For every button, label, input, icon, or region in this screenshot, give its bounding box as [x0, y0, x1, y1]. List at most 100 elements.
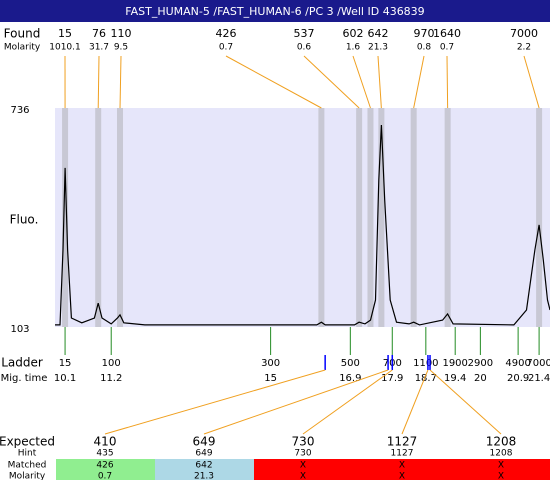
peak-band — [444, 108, 451, 327]
expected-connector — [203, 369, 389, 435]
ladder-label: Ladder — [1, 356, 43, 370]
expected-hint: 730 — [294, 449, 311, 459]
match-cell — [155, 459, 254, 480]
peak-connector — [225, 55, 322, 109]
trace — [55, 124, 550, 326]
ladder-time: 17.9 — [381, 373, 403, 384]
expected-molarity: X — [300, 472, 306, 480]
found-size: 15 — [58, 27, 72, 40]
peak-connector — [413, 55, 425, 109]
peak-connector — [119, 55, 122, 109]
mig-time-label: Mig. time — [1, 373, 48, 384]
ladder-size: 15 — [59, 358, 72, 369]
ladder-time: 15 — [264, 373, 277, 384]
found-size: 76 — [92, 27, 106, 40]
peak-band — [318, 108, 325, 327]
peak-band — [410, 108, 417, 327]
found-molarity: 21.3 — [368, 43, 388, 53]
molarity-label: Molarity — [4, 43, 41, 53]
ladder-time: 20 — [474, 373, 487, 384]
match-cell — [56, 459, 155, 480]
ladder-size: 4900 — [505, 358, 530, 369]
y-axis-label: Fluo. — [10, 213, 39, 227]
row-label: Hint — [18, 449, 37, 459]
found-molarity: 0.7 — [219, 43, 233, 53]
y-tick-label: 736 — [10, 105, 29, 116]
peak-band — [536, 108, 543, 327]
found-molarity: 0.7 — [440, 43, 454, 53]
title-bar — [0, 0, 550, 22]
ladder-size: 2900 — [468, 358, 493, 369]
expected-molarity: 21.3 — [194, 472, 214, 480]
peak-band — [378, 108, 385, 327]
row-label: Expected — [0, 435, 55, 449]
peak-connector — [377, 55, 382, 109]
peak-connector — [303, 55, 360, 109]
expected-hint: 649 — [195, 449, 212, 459]
expected-expected: 730 — [292, 435, 315, 449]
found-molarity: 1.6 — [346, 43, 361, 53]
ladder-size: 100 — [102, 358, 121, 369]
found-molarity: 1010.1 — [49, 43, 81, 53]
found-molarity: 2.2 — [517, 43, 531, 53]
peak-connector — [352, 55, 371, 109]
found-size: 1640 — [433, 27, 461, 40]
expected-connector — [302, 369, 393, 435]
found-label: Found — [4, 27, 41, 41]
expected-matched: X — [399, 461, 405, 471]
ladder-size: 300 — [261, 358, 280, 369]
expected-hint: 1208 — [490, 449, 513, 459]
expected-expected: 410 — [94, 435, 117, 449]
y-tick-label: 103 — [10, 324, 29, 335]
expected-connector — [429, 369, 502, 435]
found-size: 970 — [414, 27, 435, 40]
ladder-size: 500 — [341, 358, 360, 369]
found-size: 537 — [294, 27, 315, 40]
ladder-time: 16.9 — [339, 373, 361, 384]
match-cell — [452, 459, 550, 480]
peak-band — [356, 108, 363, 327]
expected-matched: X — [300, 461, 306, 471]
row-label: Matched — [8, 461, 47, 471]
expected-expected: 1208 — [486, 435, 517, 449]
peak-connector — [97, 55, 100, 109]
title: FAST_HUMAN-5 /FAST_HUMAN-6 /PC 3 /Well I… — [125, 5, 424, 18]
expected-molarity: X — [498, 472, 504, 480]
ladder-time: 21.4 — [528, 373, 550, 384]
found-size: 110 — [111, 27, 132, 40]
ladder-size: 1900 — [442, 358, 467, 369]
peak-band — [367, 108, 374, 327]
plot-area — [55, 108, 550, 327]
expected-expected: 1127 — [387, 435, 418, 449]
ladder-time: 20.9 — [507, 373, 529, 384]
match-cell — [353, 459, 452, 480]
expected-molarity: X — [399, 472, 405, 480]
ladder-size: 7000 — [526, 358, 550, 369]
expected-expected: 649 — [193, 435, 216, 449]
peak-connector — [523, 55, 540, 109]
found-size: 7000 — [510, 27, 538, 40]
expected-matched: 642 — [195, 461, 212, 471]
found-molarity: 9.5 — [114, 43, 128, 53]
expected-matched: X — [498, 461, 504, 471]
expected-connector — [104, 369, 326, 435]
peak-band — [117, 108, 124, 327]
found-size: 642 — [368, 27, 389, 40]
peak-band — [95, 108, 102, 327]
expected-hint: 1127 — [391, 449, 414, 459]
ladder-size: 1100 — [413, 358, 438, 369]
peak-connector — [446, 55, 449, 109]
found-molarity: 0.6 — [297, 43, 312, 53]
ladder-time: 10.1 — [54, 373, 76, 384]
peak-band — [62, 108, 69, 327]
found-size: 602 — [343, 27, 364, 40]
expected-matched: 426 — [96, 461, 113, 471]
found-molarity: 0.8 — [417, 43, 432, 53]
expected-connector — [401, 369, 429, 435]
match-cell — [254, 459, 353, 480]
expected-hint: 435 — [96, 449, 113, 459]
ladder-time: 18.7 — [415, 373, 437, 384]
expected-molarity: 0.7 — [98, 472, 112, 480]
found-size: 426 — [216, 27, 237, 40]
